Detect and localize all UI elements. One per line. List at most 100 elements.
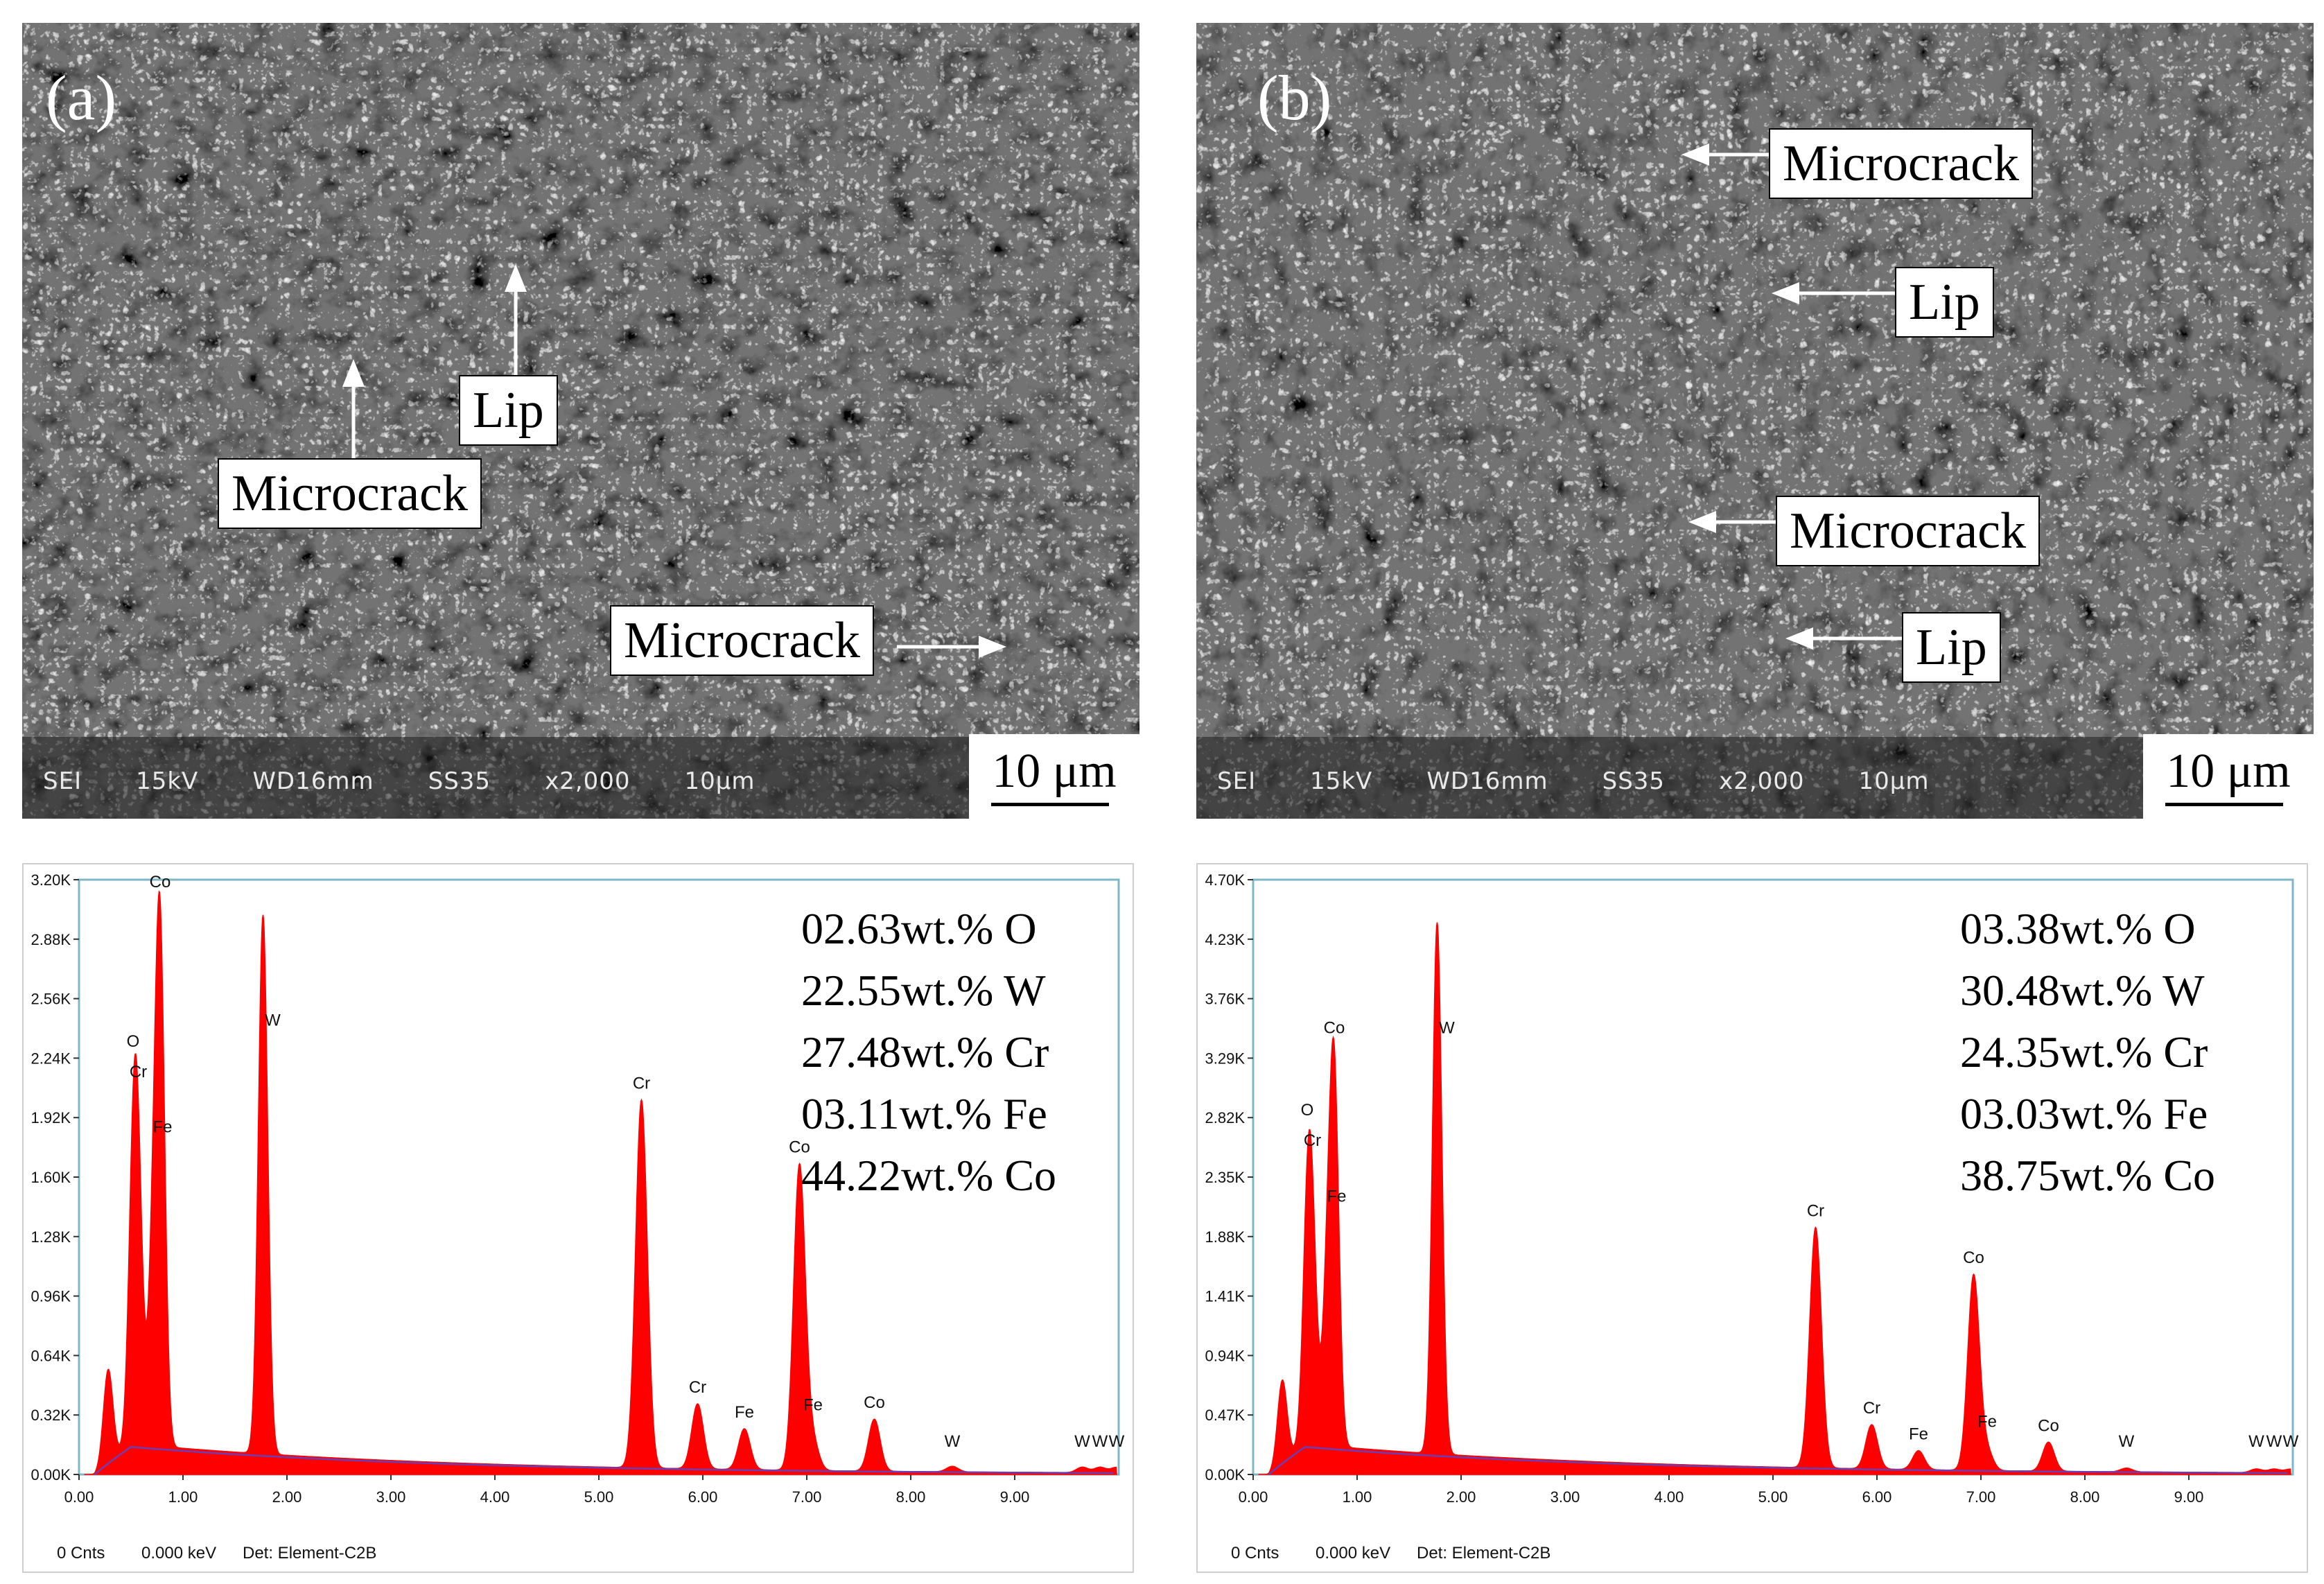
x-tick-label: 6.00 <box>688 1488 718 1506</box>
x-tick-label: 8.00 <box>896 1488 926 1506</box>
eds-chart-a: 0.00K 0.32K 0.64K 0.96K 1.28K 1.60K 1.92K 2.24K… <box>31 871 1125 1506</box>
y-tick-label: 2.82K <box>1205 1109 1246 1126</box>
x-tick-label: 9.00 <box>1000 1488 1030 1506</box>
y-tick-label: 3.29K <box>1205 1050 1246 1067</box>
peak-label: Co <box>789 1138 810 1157</box>
composition-w: 22.55wt.% W <box>801 966 1046 1015</box>
callout-microcrack-b1: Microcrack <box>1769 128 2034 199</box>
arrow-lip-a <box>342 264 1006 658</box>
sem-mode: SEI <box>43 767 82 795</box>
eds-chart-b: 0.00K 0.47K 0.94K 1.41K 1.88K 2.35K 2.82K 3.29K… <box>1205 871 2299 1506</box>
composition-list-a: 02.63wt.% O 22.55wt.% W 27.48wt.% Cr 03.… <box>801 898 1056 1206</box>
background-trace <box>94 1445 1114 1475</box>
x-tick-label: 5.00 <box>584 1488 614 1506</box>
sem-spot-size: SS35 <box>1602 767 1666 795</box>
composition-w: 30.48wt.% W <box>1960 966 2205 1015</box>
sem-micrograph-b: (b) Microcrack Lip Microcrack Lip SEI 15k… <box>1196 23 2314 819</box>
y-tick-label: 0.00K <box>31 1466 71 1483</box>
peak-label: Cr <box>1304 1131 1321 1150</box>
y-tick-label: 2.24K <box>31 1050 71 1067</box>
composition-co: 44.22wt.% Co <box>801 1151 1056 1200</box>
composition-cr: 24.35wt.% Cr <box>1960 1027 2208 1077</box>
eds-detector-b: Det: Element-C2B <box>1417 1544 1551 1563</box>
y-tick-label: 0.94K <box>1205 1347 1246 1364</box>
peak-label: W <box>945 1432 961 1451</box>
peak-label: Fe <box>1327 1187 1346 1206</box>
sem-voltage: 15kV <box>1310 767 1373 795</box>
background-trace <box>1268 1446 2288 1475</box>
scale-bar-b: 10 μm <box>2143 734 2314 819</box>
x-tick-label: 8.00 <box>2070 1488 2100 1506</box>
scale-bar-line-a <box>991 803 1109 806</box>
peak-label: W <box>2119 1432 2135 1451</box>
y-tick-label: 0.32K <box>31 1407 71 1424</box>
peak-label: Co <box>150 873 171 891</box>
x-tick-label: 3.00 <box>376 1488 406 1506</box>
peak-label: W <box>2283 1432 2299 1451</box>
callout-microcrack-a1: Microcrack <box>218 458 482 529</box>
peak-label: O <box>127 1032 140 1051</box>
sem-magnification: x2,000 <box>545 767 631 795</box>
x-tick-label: 5.00 <box>1758 1488 1788 1506</box>
y-tick-label: 2.35K <box>1205 1169 1246 1186</box>
composition-list-b: 03.38wt.% O 30.48wt.% W 24.35wt.% Cr 03.… <box>1960 898 2215 1206</box>
peak-label: Co <box>864 1393 885 1412</box>
peak-label: W <box>1074 1432 1090 1451</box>
peak-label: Fe <box>152 1118 172 1137</box>
scale-bar-a: 10 μm <box>969 734 1139 819</box>
callout-lip-b1: Lip <box>1895 267 1994 338</box>
sem-voltage: 15kV <box>136 767 199 795</box>
peak-label: Cr <box>633 1074 650 1093</box>
x-tick-label: 2.00 <box>1447 1488 1476 1506</box>
y-tick-label: 3.76K <box>1205 991 1246 1008</box>
y-tick-label: 0.96K <box>31 1288 71 1305</box>
composition-o: 02.63wt.% O <box>801 904 1037 953</box>
callout-lip-b2: Lip <box>1902 612 2001 683</box>
peak-label: W <box>1109 1432 1125 1451</box>
sem-info-bar-a: SEI 15kV WD16mm SS35 x2,000 10μm <box>43 767 810 795</box>
sem-working-distance: WD16mm <box>252 767 374 795</box>
composition-cr: 27.48wt.% Cr <box>801 1027 1049 1077</box>
x-tick-label: 4.00 <box>1654 1488 1684 1506</box>
x-tick-label: 2.00 <box>272 1488 302 1506</box>
peak-label: Cr <box>130 1063 147 1081</box>
sem-mode: SEI <box>1217 767 1257 795</box>
x-tick-label: 0.00 <box>64 1488 94 1506</box>
scale-bar-line-b <box>2165 803 2283 806</box>
x-tick-label: 6.00 <box>1862 1488 1892 1506</box>
x-tick-label: 1.00 <box>168 1488 198 1506</box>
x-tick-label: 1.00 <box>1343 1488 1372 1506</box>
eds-spectrum-b: 0.00K 0.47K 0.94K 1.41K 1.88K 2.35K 2.82K 3.29K… <box>1196 863 2308 1573</box>
y-tick-label: 3.20K <box>31 871 71 889</box>
peak-label: Fe <box>803 1396 823 1415</box>
sem-texture-b <box>1196 23 2314 819</box>
y-tick-label: 1.41K <box>1205 1288 1246 1305</box>
y-tick-label: 2.88K <box>31 931 71 948</box>
y-tick-label: 1.28K <box>31 1228 71 1246</box>
sem-magnification: x2,000 <box>1719 767 1805 795</box>
eds-detector-a: Det: Element-C2B <box>243 1544 377 1563</box>
sem-scale-label: 10μm <box>1858 767 1930 795</box>
peak-label: Co <box>1324 1018 1345 1037</box>
callout-microcrack-b2: Microcrack <box>1776 496 2041 566</box>
y-tick-label: 1.92K <box>31 1109 71 1126</box>
x-tick-label: 4.00 <box>480 1488 510 1506</box>
peak-label: Cr <box>1863 1399 1880 1418</box>
x-tick-label: 7.00 <box>1966 1488 1996 1506</box>
peak-label: Cr <box>689 1378 706 1397</box>
composition-o: 03.38wt.% O <box>1960 904 2196 953</box>
panel-label-a: (a) <box>46 62 117 133</box>
plot-frame <box>78 878 1120 1476</box>
y-tick-label: 4.70K <box>1205 871 1246 889</box>
y-tick-label: 2.56K <box>31 991 71 1008</box>
peak-label: Fe <box>1909 1425 1928 1444</box>
peak-label: Cr <box>1807 1202 1824 1221</box>
y-tick-label: 0.00K <box>1205 1466 1246 1483</box>
y-tick-label: 1.88K <box>1205 1228 1246 1246</box>
peak-label: Co <box>1963 1248 1984 1267</box>
x-tick-label: 0.00 <box>1239 1488 1268 1506</box>
sem-scale-label: 10μm <box>684 767 755 795</box>
eds-energy-a: 0.000 keV <box>141 1544 217 1563</box>
x-tick-label: 7.00 <box>792 1488 822 1506</box>
sem-micrograph-a: (a) Lip Microcrack Microcrack SEI 15kV WD1… <box>22 23 1139 819</box>
